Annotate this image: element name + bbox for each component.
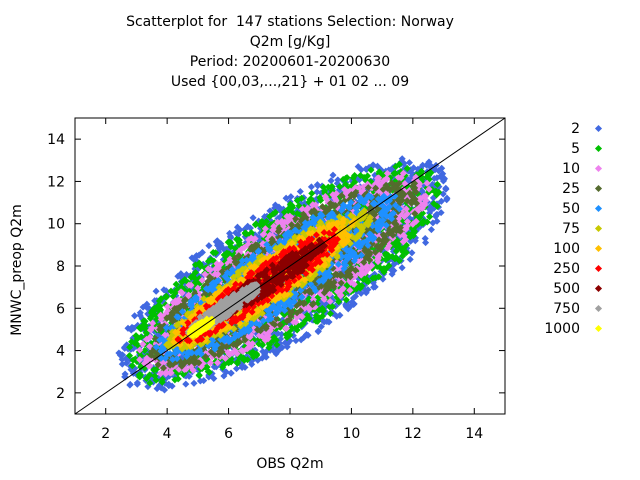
scatter-point	[422, 239, 430, 247]
scatter-point	[174, 272, 182, 280]
scatter-point	[232, 365, 241, 373]
scatter-point	[160, 386, 169, 394]
scatter-point	[287, 193, 295, 201]
scatter-point	[226, 229, 234, 237]
chart-title-line-2: Q2m [g/Kg]	[249, 34, 331, 50]
scatter-point	[327, 177, 335, 185]
scatter-point	[342, 303, 350, 311]
scatter-point	[126, 381, 134, 389]
scatter-point	[437, 209, 445, 217]
scatter-point	[118, 360, 126, 368]
scatter-point	[405, 159, 413, 167]
scatter-points	[115, 155, 451, 394]
scatter-point	[307, 183, 315, 191]
scatter-point	[133, 379, 141, 387]
scatter-point	[131, 312, 139, 320]
scatter-point	[398, 264, 406, 272]
scatter-point	[205, 242, 213, 250]
scatter-point	[262, 353, 270, 361]
scatter-point	[200, 377, 208, 385]
scatter-point	[442, 184, 450, 192]
scatter-point	[336, 311, 344, 319]
scatter-point	[292, 337, 300, 345]
scatter-point	[205, 373, 213, 381]
scatter-point	[421, 234, 429, 243]
chart-title-line-1: Scatterplot for 147 stations Selection: …	[126, 14, 454, 30]
scatter-point	[406, 255, 414, 263]
scatter-point	[357, 166, 365, 174]
scatter-point	[296, 187, 304, 196]
scatter-point	[195, 371, 203, 379]
scatter-point	[278, 330, 286, 338]
chart-title-line-3: Period: 20200601-20200630	[189, 54, 391, 70]
scatter-point	[408, 249, 416, 257]
scatter-point	[152, 287, 160, 295]
scatter-point	[249, 214, 257, 222]
scatter-point	[168, 382, 176, 390]
scatter-point	[308, 189, 316, 197]
chart-title-line-4: Used {00,03,...,21} + 01 02 ... 09	[170, 74, 410, 90]
scatter-point	[443, 196, 451, 204]
scatter-point	[317, 323, 325, 331]
scatter-point	[329, 171, 337, 179]
scatter-point	[182, 380, 190, 388]
scatter-point	[190, 379, 198, 387]
scatter-point	[427, 226, 435, 234]
